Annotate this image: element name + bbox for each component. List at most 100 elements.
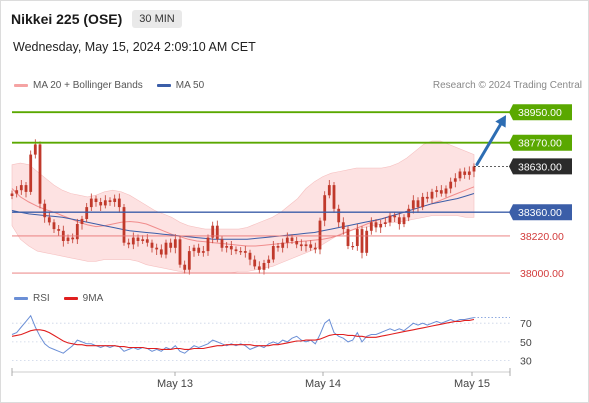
candle-body bbox=[24, 185, 28, 192]
candle-body bbox=[10, 193, 14, 196]
candle-body bbox=[52, 222, 56, 230]
candle-body bbox=[355, 229, 359, 246]
level-label: 38630.00 bbox=[518, 161, 562, 173]
candle-body bbox=[113, 198, 117, 202]
candle-body bbox=[47, 217, 51, 223]
candle-body bbox=[89, 198, 93, 208]
candle-body bbox=[411, 200, 415, 209]
rsi-plot: 70 50 30 bbox=[11, 314, 532, 368]
candle-body bbox=[29, 154, 33, 192]
candle-body bbox=[467, 171, 471, 175]
candle-body bbox=[309, 244, 313, 248]
level-label: 38950.00 bbox=[518, 107, 562, 119]
candle-body bbox=[159, 249, 163, 255]
rsi-legend-label: RSI bbox=[33, 293, 50, 304]
candle-body bbox=[80, 218, 84, 224]
rsi-line bbox=[11, 314, 475, 354]
candle-body bbox=[383, 222, 387, 224]
time-tick-label: May 13 bbox=[157, 378, 193, 390]
candle-body bbox=[169, 242, 173, 248]
forecast-arrowhead bbox=[495, 115, 506, 128]
candle-body bbox=[313, 247, 317, 250]
candle-body bbox=[94, 198, 98, 202]
rsi-tick-label: 30 bbox=[520, 356, 532, 368]
candle-body bbox=[463, 171, 467, 175]
candle-body bbox=[351, 246, 355, 248]
candle-body bbox=[332, 185, 336, 209]
candle-body bbox=[323, 195, 327, 221]
candle-body bbox=[472, 166, 476, 172]
candle-body bbox=[229, 246, 233, 250]
candle-body bbox=[346, 229, 350, 246]
candle-body bbox=[75, 224, 79, 240]
chart-header: Nikkei 225 (OSE) 30 MIN bbox=[11, 9, 182, 29]
candle-body bbox=[267, 259, 271, 263]
candle-body bbox=[248, 252, 252, 260]
level-tag bbox=[509, 204, 572, 221]
time-axis: May 13 May 14 May 15 bbox=[11, 368, 511, 390]
candle-body bbox=[103, 200, 107, 206]
legend-item-rsi: RSI bbox=[14, 293, 50, 304]
candle-body bbox=[439, 190, 443, 194]
candle-body bbox=[145, 239, 149, 243]
ma20-legend-label: MA 20 + Bollinger Bands bbox=[33, 80, 143, 91]
key-levels: 38950.00 38770.00 38630.00 38360.00 38220.00… bbox=[12, 104, 572, 280]
candle-body bbox=[117, 198, 121, 208]
candle-body bbox=[71, 237, 75, 240]
candle-body bbox=[136, 237, 140, 241]
rsi-swatch bbox=[14, 297, 28, 300]
candle-body bbox=[201, 251, 205, 253]
legend-item-rsi-ma: 9MA bbox=[63, 293, 104, 304]
candle-body bbox=[290, 237, 294, 241]
timestamp: Wednesday, May 15, 2024 2:09:10 AM CET bbox=[13, 40, 256, 54]
instrument-title: Nikkei 225 (OSE) bbox=[11, 11, 123, 27]
level-label: 38220.00 bbox=[520, 231, 564, 243]
candle-body bbox=[19, 185, 23, 191]
candle-body bbox=[15, 190, 19, 194]
rsi-legend: RSI 9MA bbox=[14, 293, 117, 304]
rsi-tick-label: 70 bbox=[520, 318, 532, 330]
level-tag bbox=[509, 104, 572, 121]
candle-body bbox=[211, 225, 215, 238]
price-legend: MA 20 + Bollinger Bands MA 50 bbox=[14, 80, 218, 91]
candle-body bbox=[253, 259, 257, 267]
candle-body bbox=[108, 200, 112, 202]
level-label: 38360.00 bbox=[518, 207, 562, 219]
time-tick-label: May 15 bbox=[454, 378, 490, 390]
candle-body bbox=[225, 246, 229, 248]
ma50-line bbox=[11, 193, 475, 240]
level-tag bbox=[509, 134, 572, 151]
candle-body bbox=[299, 244, 303, 247]
level-tag bbox=[509, 158, 572, 175]
ma20-swatch bbox=[14, 84, 28, 87]
legend-item-ma20: MA 20 + Bollinger Bands bbox=[14, 80, 143, 91]
candle-body bbox=[360, 229, 364, 253]
rsi-tick-label: 50 bbox=[520, 337, 532, 349]
candle-body bbox=[243, 251, 247, 253]
candle-body bbox=[38, 144, 42, 204]
candle-body bbox=[178, 239, 182, 265]
timeframe-badge[interactable]: 30 MIN bbox=[132, 10, 182, 28]
candle-body bbox=[416, 200, 420, 208]
candle-body bbox=[425, 196, 429, 199]
candle-body bbox=[365, 230, 369, 253]
level-label: 38770.00 bbox=[518, 138, 562, 150]
rsi-ma-legend-label: 9MA bbox=[82, 293, 104, 304]
candle-body bbox=[388, 215, 392, 223]
candle-body bbox=[99, 202, 103, 206]
research-credit: Research © 2024 Trading Central bbox=[432, 80, 582, 91]
candle-body bbox=[271, 246, 275, 260]
candle-body bbox=[397, 217, 401, 225]
candle-body bbox=[192, 247, 196, 252]
legend-item-ma50: MA 50 bbox=[156, 80, 204, 91]
candle-body bbox=[379, 224, 383, 228]
candle-body bbox=[327, 185, 331, 196]
candle-body bbox=[374, 222, 378, 228]
rsi-ma-swatch bbox=[63, 297, 78, 300]
candle-body bbox=[150, 242, 154, 248]
forecast-arrow bbox=[475, 118, 505, 166]
candle-body bbox=[285, 237, 289, 243]
candle-body bbox=[197, 247, 201, 253]
candle-body bbox=[66, 237, 70, 241]
